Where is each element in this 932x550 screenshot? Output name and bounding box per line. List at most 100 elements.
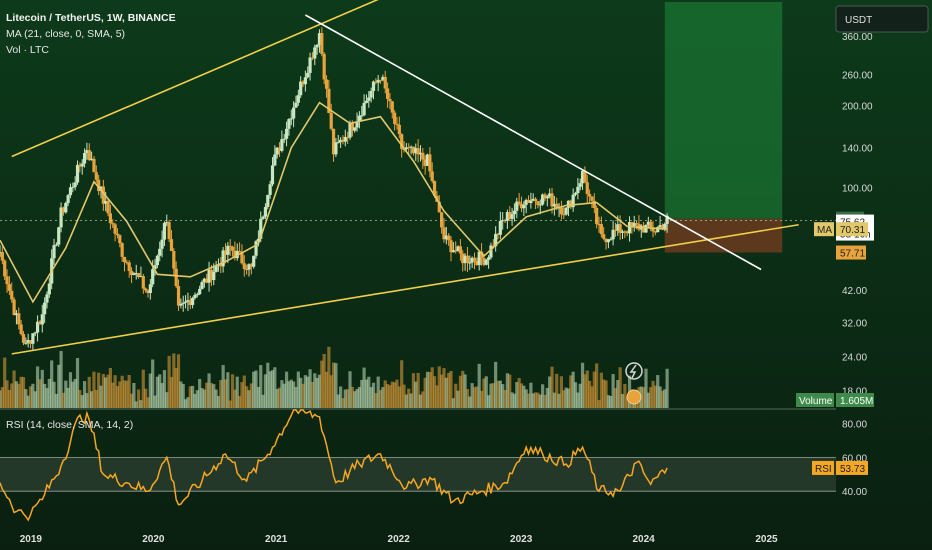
- volume-bar: [395, 379, 399, 408]
- volume-bar: [280, 380, 284, 408]
- ma-tag-label-box: [814, 222, 834, 237]
- currency-button-label[interactable]: USDT: [845, 15, 872, 26]
- candle-body: [146, 290, 150, 294]
- volume-bar: [529, 382, 533, 408]
- candle-body: [113, 224, 117, 234]
- volume-bar: [207, 373, 211, 408]
- candle-body: [477, 251, 481, 266]
- volume-bar: [310, 381, 315, 408]
- candle-body: [548, 193, 552, 197]
- candle-body: [97, 179, 101, 192]
- volume-bar: [35, 366, 40, 408]
- candle-body: [397, 124, 401, 135]
- volume-bar: [526, 393, 531, 408]
- volume-bar: [449, 370, 453, 408]
- candle-body: [169, 239, 174, 252]
- candle-body: [541, 194, 545, 205]
- price-axis-label: 140.00: [842, 144, 873, 155]
- volume-bar: [277, 387, 282, 408]
- candle-body: [644, 224, 648, 233]
- symbol-title[interactable]: Litecoin / TetherUS, 1W, BINANCE: [6, 12, 176, 24]
- candle-body: [317, 33, 322, 45]
- candle-body: [348, 122, 352, 138]
- volume-bar: [139, 400, 143, 408]
- currency-button-frame[interactable]: [835, 5, 929, 33]
- lightning-icon[interactable]: [625, 362, 643, 380]
- candle-body: [249, 264, 253, 267]
- volume-bar: [172, 353, 176, 408]
- volume-bar: [390, 381, 394, 408]
- candle-body: [266, 194, 270, 208]
- volume-bar: [221, 365, 225, 408]
- candle-body: [120, 243, 124, 257]
- candle-body: [597, 224, 601, 226]
- candle-body: [59, 207, 63, 228]
- candle-body: [533, 198, 538, 202]
- volume-bar: [613, 388, 618, 408]
- volume-bar: [3, 357, 7, 408]
- volume-bar: [5, 380, 9, 408]
- volume-bar: [625, 397, 629, 408]
- candle-body: [296, 95, 300, 103]
- event-marker-icon[interactable]: [626, 389, 642, 405]
- volume-bar: [120, 375, 124, 408]
- candle-body: [449, 240, 453, 253]
- candle-body: [162, 222, 167, 240]
- ma-value-tag: [836, 222, 868, 237]
- candle-body: [632, 223, 636, 226]
- volume-bar: [583, 374, 587, 408]
- replay-icons[interactable]: [625, 362, 643, 405]
- candle-body: [202, 278, 206, 283]
- volume-bar: [68, 372, 73, 408]
- candle-body: [385, 88, 390, 99]
- volume-bar: [578, 383, 582, 408]
- volume-bar: [324, 371, 329, 408]
- candle-body: [341, 139, 345, 142]
- candle-body: [529, 200, 533, 203]
- volume-bar: [235, 376, 239, 408]
- trend-line-descending-resistance: [304, 14, 762, 271]
- volume-bar: [428, 372, 432, 408]
- volume-bar: [174, 367, 178, 408]
- volume-bar: [179, 381, 183, 408]
- candle-body: [139, 276, 143, 278]
- candle-body: [125, 262, 129, 264]
- candle-body: [479, 251, 484, 259]
- volume-bar: [233, 389, 237, 408]
- volume-bar: [477, 363, 481, 408]
- candle-body: [501, 220, 505, 222]
- candle-body: [64, 203, 68, 213]
- volume-bar: [515, 382, 519, 408]
- candle-body: [343, 136, 347, 142]
- volume-bar: [99, 385, 103, 408]
- volume-bar: [512, 393, 517, 408]
- candle-body: [327, 88, 331, 113]
- volume-bar: [82, 381, 87, 408]
- currency-button[interactable]: USDT: [835, 5, 929, 33]
- candle-body: [181, 302, 185, 304]
- candle-body: [256, 238, 260, 242]
- candle-body: [198, 288, 202, 295]
- volume-indicator-label[interactable]: Vol · LTC: [6, 44, 49, 56]
- volume-bar: [261, 394, 265, 408]
- candle-body: [247, 264, 251, 270]
- candle-body: [519, 203, 524, 209]
- volume-bar: [52, 381, 56, 408]
- candle-body: [99, 186, 103, 192]
- ma-indicator-label[interactable]: MA (21, close, 0, SMA, 5): [6, 28, 125, 40]
- volume-bar: [320, 360, 324, 408]
- volume-bar: [308, 369, 312, 408]
- candle-body: [602, 234, 606, 239]
- candle-body: [360, 115, 364, 117]
- candle-body: [468, 262, 472, 264]
- volume-bar: [545, 387, 549, 408]
- volume-bar: [263, 374, 268, 408]
- candle-body: [531, 198, 535, 201]
- candle-body: [576, 186, 580, 194]
- legend-block: Litecoin / TetherUS, 1W, BINANCE MA (21,…: [6, 12, 176, 56]
- volume-bar: [28, 386, 33, 408]
- price-axis-label: 260.00: [842, 71, 873, 82]
- candle-body: [369, 90, 373, 98]
- candle-body: [421, 152, 425, 160]
